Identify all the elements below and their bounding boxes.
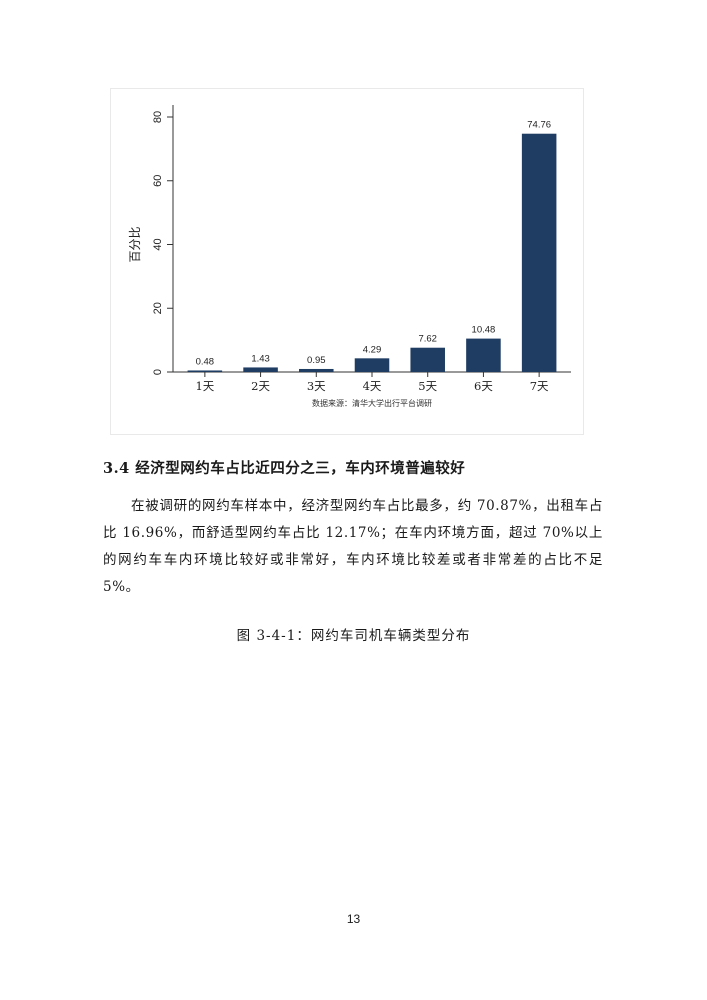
bar-value-label: 74.76 <box>527 120 551 131</box>
source-note: 数据来源：清华大学出行平台调研 <box>312 398 432 408</box>
y-tick-label: 40 <box>152 238 164 250</box>
bar-value-label: 10.48 <box>472 325 496 336</box>
bar <box>354 358 390 372</box>
bar-value-label: 4.29 <box>363 344 382 355</box>
section-heading: 3.4 经济型网约车占比近四分之三，车内环境普遍较好 <box>103 460 466 477</box>
y-tick-label: 60 <box>152 175 164 187</box>
bar-value-label: 1.43 <box>251 353 269 364</box>
bar <box>243 367 278 372</box>
x-tick-label: 6天 <box>474 379 493 393</box>
bar <box>299 368 334 372</box>
page-number: 13 <box>346 912 361 926</box>
y-tick-label: 80 <box>152 111 164 123</box>
x-tick-label: 5天 <box>418 379 437 393</box>
bar <box>187 370 223 372</box>
x-tick-label: 2天 <box>251 379 270 393</box>
x-tick-label: 4天 <box>363 379 382 393</box>
bar-chart-frame: 0 20 40 60 80 百分比 0.48 1天 1.43 2天 0.95 3天 4.29 4天 7.62… <box>110 88 584 435</box>
figure-caption: 图 3-4-1：网约车司机车辆类型分布 <box>236 628 471 644</box>
bar <box>410 347 445 372</box>
y-axis-title: 百分比 <box>128 226 142 262</box>
bar <box>466 338 501 372</box>
y-tick-label: 0 <box>152 369 164 375</box>
y-tick-label: 20 <box>152 302 164 314</box>
x-tick-label: 7天 <box>530 379 549 393</box>
bar <box>521 133 557 372</box>
body-paragraph: 在被调研的网约车样本中，经济型网约车占比最多，约 70.87%，出租车占比 16… <box>103 498 603 595</box>
bar-value-label: 0.48 <box>196 356 215 367</box>
bar-value-label: 7.62 <box>418 334 437 345</box>
bar-chart: 0 20 40 60 80 百分比 0.48 1天 1.43 2天 0.95 3天 4.29 4天 7.62… <box>128 105 571 408</box>
x-tick-label: 3天 <box>307 379 326 393</box>
bar-value-label: 0.95 <box>307 355 326 366</box>
x-tick-label: 1天 <box>195 379 214 393</box>
